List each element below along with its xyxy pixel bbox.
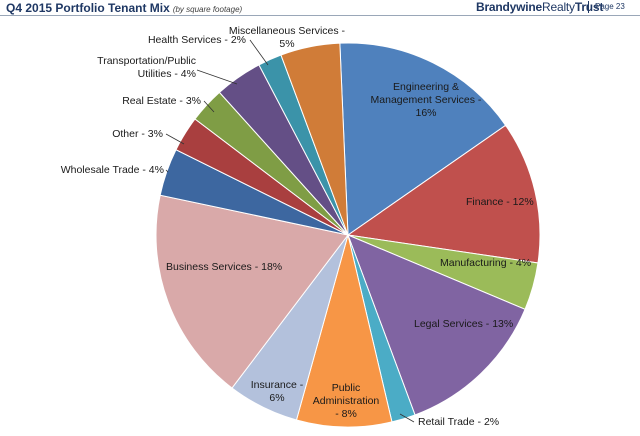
pie-slice-public-administration: [295, 234, 393, 428]
slice-label-line: 5%: [279, 38, 294, 50]
pie-labels: Engineering & Management Services -16% Fin…: [61, 25, 534, 428]
slice-label-line: 6%: [269, 392, 284, 404]
page-header: Q4 2015 Portfolio Tenant Mix (by square f…: [0, 0, 640, 16]
slice-label-line: Miscellaneous Services -: [229, 25, 346, 37]
leader-line-real-estate: [203, 100, 215, 113]
page-separator: [588, 1, 589, 13]
brand-logo: BrandywineRealtyTrust: [476, 0, 603, 14]
slice-label-miscellaneous-services: Miscellaneous Services -5%: [229, 25, 346, 50]
slice-label-engineering-management-services: Engineering & Management Services -16%: [371, 81, 482, 119]
slice-label-line: Engineering &: [393, 81, 459, 93]
slice-label-line: Health Services - 2%: [148, 34, 246, 46]
slice-label-line: Utilities - 4%: [138, 68, 196, 80]
slice-label-health-services: Health Services - 2%: [148, 34, 246, 46]
slice-label-line: Transportation/Public: [97, 55, 196, 67]
pie-slice-miscellaneous-services: [280, 42, 349, 236]
slice-label-finance: Finance - 12%: [466, 196, 534, 208]
pie-slice-engineering-management-services: [339, 42, 507, 236]
slice-label-line: Public: [332, 382, 361, 394]
slice-label-line: Administration: [313, 395, 380, 407]
slice-label-line: Wholesale Trade - 4%: [61, 164, 164, 176]
chart-title: Q4 2015 Portfolio Tenant Mix: [6, 1, 170, 15]
slice-label-retail-trade: Retail Trade - 2%: [418, 416, 499, 428]
page-number: Page 23: [595, 2, 625, 11]
slice-label-insurance: Insurance -6%: [251, 379, 304, 404]
brand-word-2: Realty: [542, 0, 575, 14]
pie-slice-business-services: [155, 194, 349, 389]
pie-slice-legal-services: [347, 234, 526, 416]
pie-slices: [155, 42, 541, 428]
slice-label-line: Manufacturing - 4%: [440, 257, 531, 269]
brand-word-3: Trust: [574, 0, 604, 14]
pie-slice-finance: [346, 124, 541, 264]
slice-label-manufacturing: Manufacturing - 4%: [440, 257, 531, 269]
slice-label-line: Insurance -: [251, 379, 304, 391]
slice-label-line: - 8%: [335, 408, 357, 420]
slice-label-line: Business Services - 18%: [166, 261, 282, 273]
leader-line-retail-trade: [399, 413, 415, 423]
leader-line-wholesale-trade: [165, 169, 169, 173]
page-title: Q4 2015 Portfolio Tenant Mix (by square f…: [6, 1, 242, 15]
slice-label-legal-services: Legal Services - 13%: [414, 318, 513, 330]
slice-label-line: Management Services -: [371, 94, 482, 106]
chart-subtitle: (by square footage): [172, 5, 243, 14]
leader-lines: [165, 39, 415, 423]
slice-label-wholesale-trade: Wholesale Trade - 4%: [61, 164, 164, 176]
leader-line-transportation-public-utilities: [196, 69, 238, 85]
slice-label-line: Real Estate - 3%: [122, 95, 201, 107]
brand-word-1: Brandywine: [476, 0, 543, 14]
slice-label-public-administration: Public Administration - 8%: [313, 382, 380, 420]
slice-label-line: Legal Services - 13%: [414, 318, 513, 330]
slice-label-line: Other - 3%: [112, 128, 163, 140]
slice-label-line: 16%: [415, 107, 436, 119]
header-rule: [0, 15, 640, 16]
slice-label-real-estate: Real Estate - 3%: [122, 95, 201, 107]
slice-label-transportation-public-utilities: Transportation/Public Utilities - 4%: [97, 55, 196, 80]
slice-label-line: Finance - 12%: [466, 196, 534, 208]
slice-label-line: Retail Trade - 2%: [418, 416, 499, 428]
slice-label-business-services: Business Services - 18%: [166, 261, 282, 273]
slice-label-other: Other - 3%: [112, 128, 163, 140]
leader-line-other: [165, 133, 185, 145]
leader-line-health-services: [249, 39, 269, 66]
